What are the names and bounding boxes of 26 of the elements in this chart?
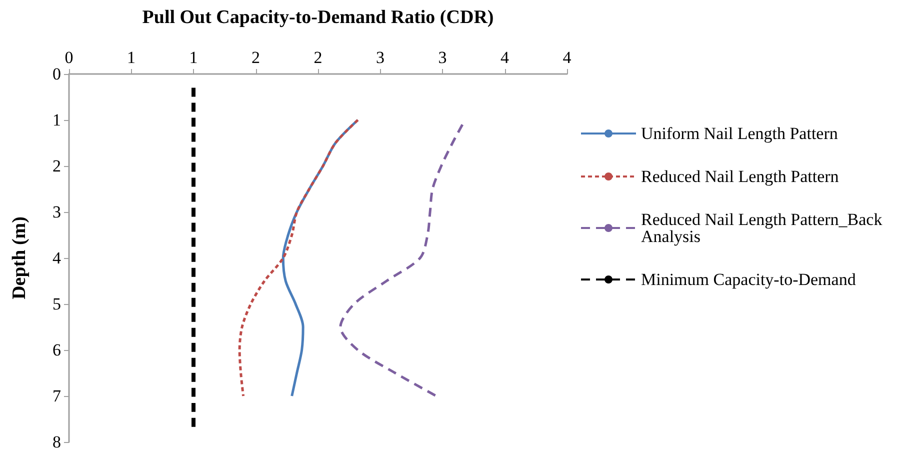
y-tick-label: 1 (52, 110, 61, 130)
x-tick-label: 2 (314, 48, 322, 67)
legend-label: Reduced Nail Length Pattern (641, 167, 840, 186)
x-tick-label: 3 (438, 48, 447, 67)
legend-label: Minimum Capacity-to-Demand (641, 270, 856, 289)
y-tick-label: 3 (52, 202, 61, 222)
legend-label: Uniform Nail Length Pattern (641, 124, 838, 143)
y-tick-label: 5 (52, 294, 61, 314)
y-tick-label: 8 (52, 432, 61, 451)
x-axis-title: Pull Out Capacity-to-Demand Ratio (CDR) (142, 7, 494, 28)
y-axis-title: Depth (m) (9, 216, 30, 300)
x-tick-label: 1 (127, 48, 136, 67)
y-tick-label: 0 (52, 64, 61, 84)
x-tick-label: 0 (64, 48, 74, 67)
y-tick-label: 4 (52, 248, 62, 268)
x-tick-label: 4 (500, 48, 510, 67)
y-tick-label: 6 (52, 340, 61, 360)
line-series (339, 123, 464, 398)
x-tick-label: 3 (376, 48, 384, 67)
line-series (238, 118, 360, 398)
legend-label: Reduced Nail Length Pattern_Back Analysis (641, 210, 886, 246)
x-tick-label: 2 (252, 48, 260, 67)
y-tick-label: 2 (52, 156, 61, 176)
x-tick-label: 1 (189, 48, 198, 67)
x-tick-label: 4 (562, 48, 572, 67)
y-tick-label: 7 (52, 386, 62, 406)
